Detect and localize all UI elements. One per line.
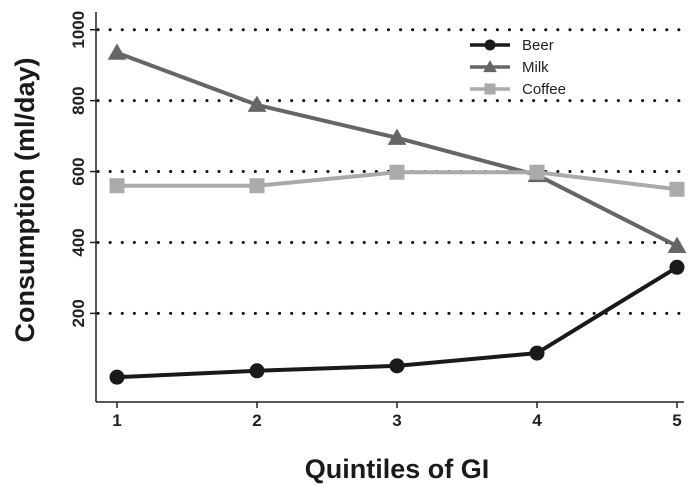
y-tick-label-200: 200 <box>69 299 88 327</box>
series-layer <box>107 43 687 385</box>
point-coffee-1 <box>109 178 125 194</box>
point-milk-2 <box>247 95 267 112</box>
point-milk-1 <box>107 43 127 60</box>
point-coffee-2 <box>249 178 265 194</box>
point-coffee-3 <box>389 164 405 180</box>
point-beer-2 <box>249 363 265 379</box>
series-beer <box>109 259 685 385</box>
legend-item-coffee: Coffee <box>470 81 566 98</box>
legend-label-coffee: Coffee <box>522 81 566 98</box>
legend-item-beer: Beer <box>470 37 554 54</box>
axes <box>95 12 684 403</box>
point-coffee-5 <box>669 181 685 197</box>
series-milk <box>107 43 687 254</box>
grid-lines <box>96 28 686 315</box>
y-tick-label-800: 800 <box>69 86 88 114</box>
x-axis-title: Quintiles of GI <box>305 454 490 484</box>
x-tick-label-2: 2 <box>252 411 261 430</box>
point-milk-3 <box>387 128 407 145</box>
legend-label-milk: Milk <box>522 59 549 76</box>
legend: Beer Milk Coffee <box>470 37 566 98</box>
y-tick-label-600: 600 <box>69 157 88 185</box>
legend-item-milk: Milk <box>470 59 549 76</box>
y-tick-label-1000: 1000 <box>69 11 88 49</box>
x-tick-label-1: 1 <box>112 411 121 430</box>
series-coffee <box>109 164 685 197</box>
point-beer-1 <box>109 369 125 385</box>
point-beer-3 <box>389 358 405 374</box>
legend-marker-beer <box>484 39 496 51</box>
y-tick-label-400: 400 <box>69 228 88 256</box>
y-axis-title: Consumption (ml/day) <box>10 58 40 343</box>
x-tick-label-4: 4 <box>532 411 542 430</box>
point-beer-5 <box>669 259 685 275</box>
x-tick-label-3: 3 <box>392 411 401 430</box>
point-milk-5 <box>667 236 687 254</box>
tick-labels: 200 400 600 800 1000 1 2 3 4 5 <box>69 11 682 430</box>
point-beer-4 <box>529 345 545 361</box>
legend-marker-coffee <box>484 83 496 95</box>
legend-label-beer: Beer <box>522 37 554 54</box>
series-line-milk <box>116 50 678 248</box>
point-coffee-4 <box>529 164 545 180</box>
x-tick-label-5: 5 <box>672 411 681 430</box>
legend-marker-milk <box>483 60 497 73</box>
